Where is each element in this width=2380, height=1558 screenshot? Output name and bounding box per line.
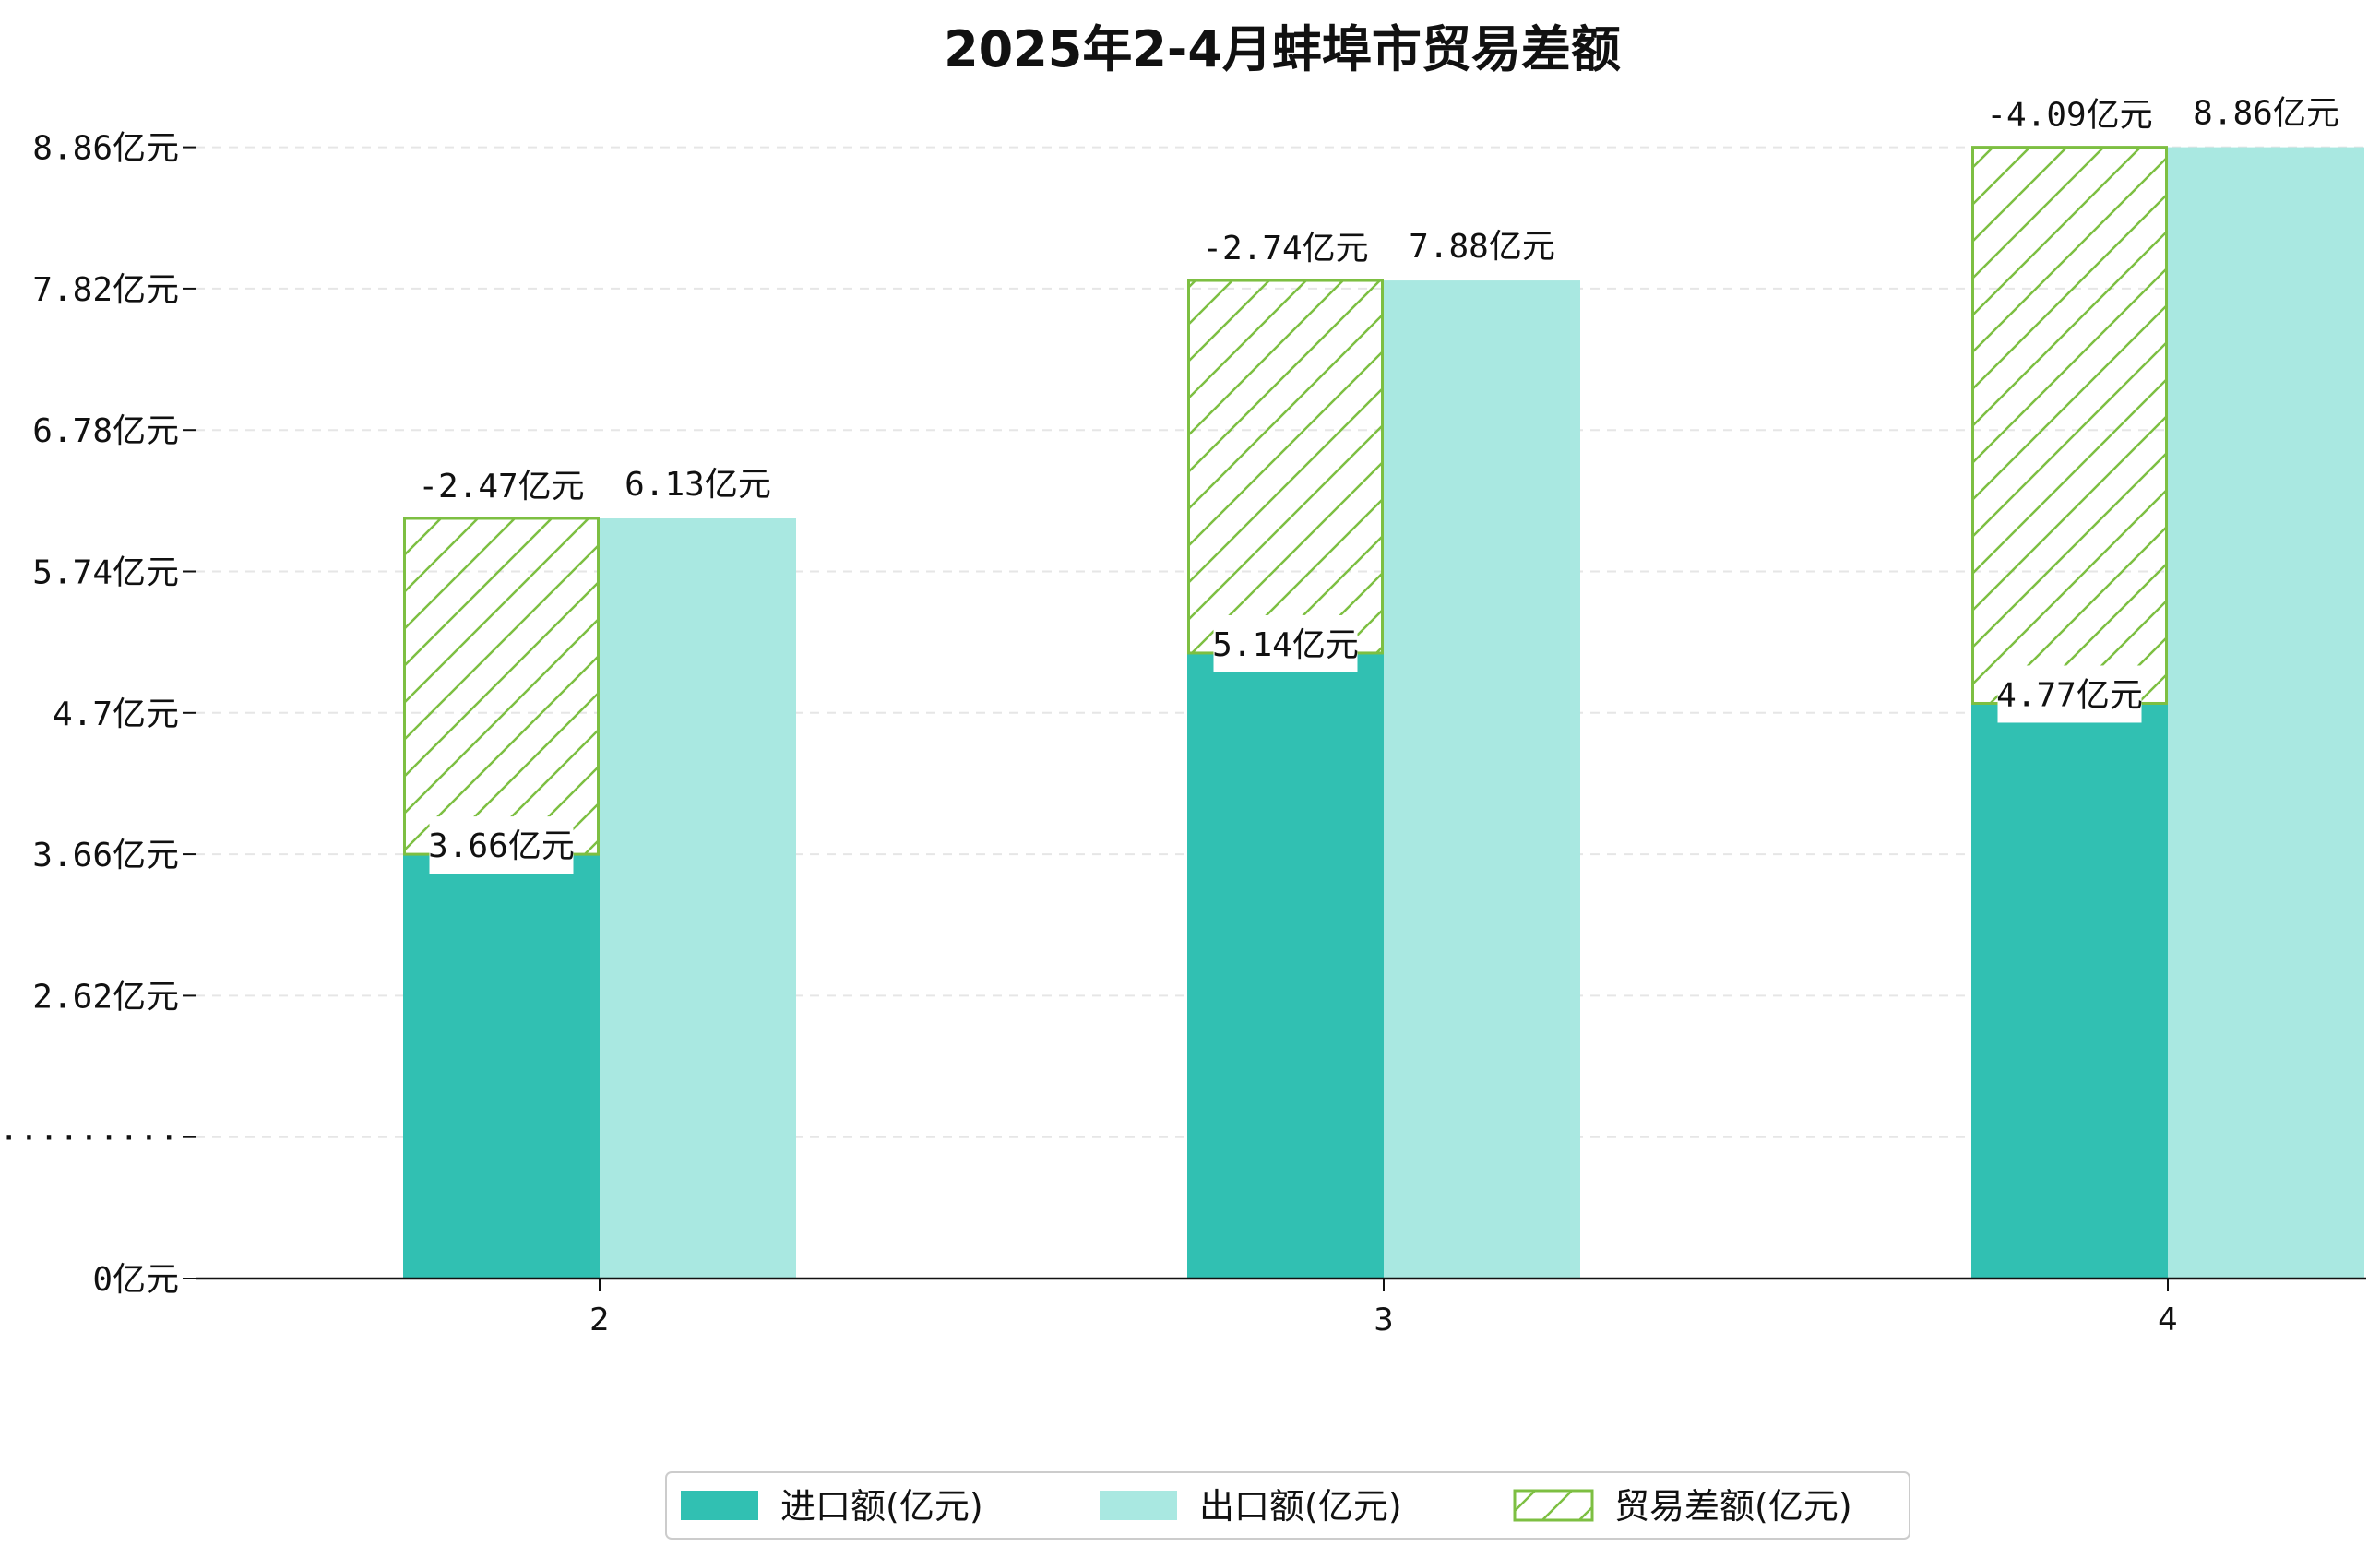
balance-value-label: -4.09亿元: [1986, 97, 2152, 135]
export-value-label: 7.88亿元: [1409, 228, 1555, 266]
y-tick-label: 7.82亿元: [32, 271, 179, 309]
legend-label: 进口额(亿元): [780, 1486, 983, 1527]
legend-swatch: [681, 1491, 758, 1520]
y-tick-label: 8.86亿元: [32, 130, 179, 168]
export-value-label: 8.86亿元: [2193, 95, 2339, 133]
import-value-label-bg: [429, 816, 574, 874]
import-value-label-bg: [1997, 665, 2142, 723]
balance-value-label: -2.74亿元: [1202, 230, 1368, 268]
y-tick-label: ·········: [0, 1120, 179, 1158]
export-bar: [2168, 147, 2364, 1279]
x-tick-label: 2: [589, 1302, 610, 1338]
y-tick-label: 3.66亿元: [32, 837, 179, 874]
export-value-label-bg: [625, 455, 770, 513]
balance-bar: [1187, 279, 1384, 655]
export-bar: [600, 518, 796, 1279]
import-value-label: 3.66亿元: [428, 827, 575, 865]
legend-box: [665, 1471, 1910, 1540]
legend-swatch: [1513, 1489, 1594, 1522]
x-tick-label: 4: [2158, 1302, 2178, 1338]
y-tick-label: 6.78亿元: [32, 412, 179, 450]
import-bar: [403, 854, 600, 1279]
x-tick-label: 3: [1374, 1302, 1394, 1338]
chart-title: 2025年2-4月蚌埠市贸易差额: [944, 20, 1621, 78]
legend-label: 出口额(亿元): [1199, 1486, 1402, 1527]
balance-value-label-bg: [1987, 85, 2152, 143]
balance-bar: [403, 517, 600, 856]
y-tick-label: 0亿元: [92, 1261, 179, 1299]
y-tick-label: 4.7亿元: [53, 696, 179, 733]
export-value-label: 6.13亿元: [625, 466, 771, 504]
import-value-label: 5.14亿元: [1212, 626, 1359, 664]
export-value-label-bg: [1410, 217, 1554, 275]
balance-value-label-bg: [1203, 219, 1368, 277]
export-bar: [1384, 280, 1580, 1279]
export-value-label-bg: [2194, 83, 2338, 141]
import-value-label-bg: [1213, 614, 1358, 672]
balance-bar: [1971, 146, 2168, 705]
balance-value-label: -2.47亿元: [418, 468, 584, 505]
import-bar: [1187, 652, 1384, 1279]
y-tick-label: 5.74亿元: [32, 554, 179, 592]
legend-label: 贸易差额(亿元): [1614, 1486, 1852, 1527]
import-bar: [1971, 703, 2168, 1279]
legend-swatch: [1100, 1491, 1177, 1520]
y-tick-label: 2.62亿元: [32, 978, 179, 1016]
balance-value-label-bg: [419, 457, 584, 515]
import-value-label: 4.77亿元: [1996, 676, 2143, 714]
